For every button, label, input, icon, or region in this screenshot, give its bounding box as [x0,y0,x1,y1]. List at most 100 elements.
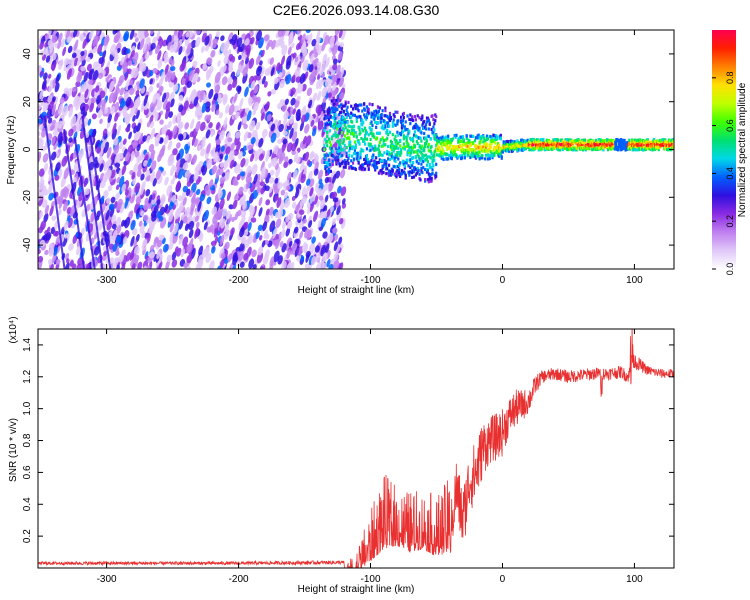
heatmap-cell [39,41,44,50]
heatmap-cell [501,150,504,154]
heatmap-cell [408,150,411,155]
heatmap-cell [428,165,431,170]
snr-frame [37,328,675,569]
heatmap-cell [150,30,155,35]
heatmap-cell [53,246,58,256]
heatmap-cell [201,102,207,113]
heatmap-cell [270,89,276,95]
colorbar-label: Normalized spectral amplitude [737,82,748,217]
heatmap-cell [102,128,108,137]
heatmap-cell [134,150,140,158]
heatmap-cell [232,79,238,88]
heatmap-cell [57,32,63,43]
heatmap-cell [397,141,400,145]
heatmap-cell [99,163,104,173]
heatmap-cell [292,108,296,115]
heatmap-cell [170,65,176,72]
heatmap-cell [296,95,301,102]
heatmap-cell [384,125,387,129]
heatmap-cell [341,30,346,41]
heatmap-cell [374,166,377,170]
heatmap-cell [99,90,106,99]
heatmap-cell [665,141,668,145]
heatmap-cell [202,62,208,70]
heatmap-cell [337,158,340,162]
heatmap-cell [121,46,127,56]
heatmap-cell [397,119,400,123]
heatmap-cell [66,36,72,44]
heatmap-cell [414,155,417,159]
heatmap-cell [282,130,288,136]
heatmap-cell [413,126,417,130]
heatmap-cell [527,145,530,149]
heatmap-cell [204,184,210,193]
heatmap-cell [474,136,478,140]
heatmap-cell [279,241,284,248]
heatmap-cell [367,133,370,137]
heatmap-cell [239,242,245,253]
colorbar-ticks: 0.00.20.40.60.8 [712,72,735,275]
heatmap-cell [42,72,48,80]
heatmap-cell [340,118,344,122]
heatmap-cell [131,171,136,180]
heatmap-cell [510,139,514,144]
heatmap-cell [84,188,90,196]
heatmap-cell [235,111,240,119]
heatmap-cell [200,164,205,173]
heatmap-cell [38,151,42,163]
heatmap-cell [337,51,343,61]
heatmap-cell [636,145,639,150]
heatmap-cell [440,156,443,160]
heatmap-cell [588,147,591,151]
heatmap-cell [476,136,479,140]
heatmap-cell [339,77,344,87]
heatmap-cell [255,180,261,188]
heatmap-cell [53,96,59,106]
heatmap-cell [215,168,221,180]
heatmap-cell [394,123,397,127]
heatmap-cell [414,118,417,122]
heatmap-cell [543,144,546,149]
heatmap-cell [607,141,611,145]
heatmap-cell [327,137,331,141]
heatmap-cell [346,132,349,136]
heatmap-cell [292,52,297,59]
heatmap-cell [444,141,447,145]
heatmap-cell [253,173,258,185]
heatmap-cell [47,117,53,124]
heatmap-cell [301,186,306,197]
heatmap-cell [159,234,165,241]
heatmap-cell [433,122,436,126]
heatmap-cell [324,166,327,171]
heatmap-cell [85,263,90,269]
heatmap-cell [370,120,373,124]
heatmap-cell [421,144,424,148]
heatmap-cell [142,214,149,222]
heatmap-cell [225,223,230,233]
heatmap-cell [364,129,368,133]
heatmap-cell [177,121,184,130]
heatmap-cell [168,201,174,211]
heatmap-cell [213,231,218,238]
heatmap-cell [344,100,347,104]
heatmap-cell [412,139,415,143]
heatmap-cell [460,150,464,154]
heatmap-cell [253,150,259,158]
heatmap-cell [63,167,70,180]
heatmap-cell [342,139,345,143]
heatmap-cell [446,144,449,148]
heatmap-cell [383,138,386,142]
heatmap-cell [286,55,292,66]
heatmap-cell [168,57,173,64]
heatmap-cell [361,119,364,123]
heatmap-cell [609,138,612,142]
heatmap-cell [341,120,345,124]
heatmap-cell [489,154,492,158]
heatmap-cell [455,153,458,158]
heatmap-cell [316,187,322,197]
heatmap-cell [618,144,622,149]
heatmap-cell [173,30,178,36]
heatmap-cell [403,171,406,175]
heatmap-cell [415,139,418,144]
heatmap-cell [396,110,399,114]
